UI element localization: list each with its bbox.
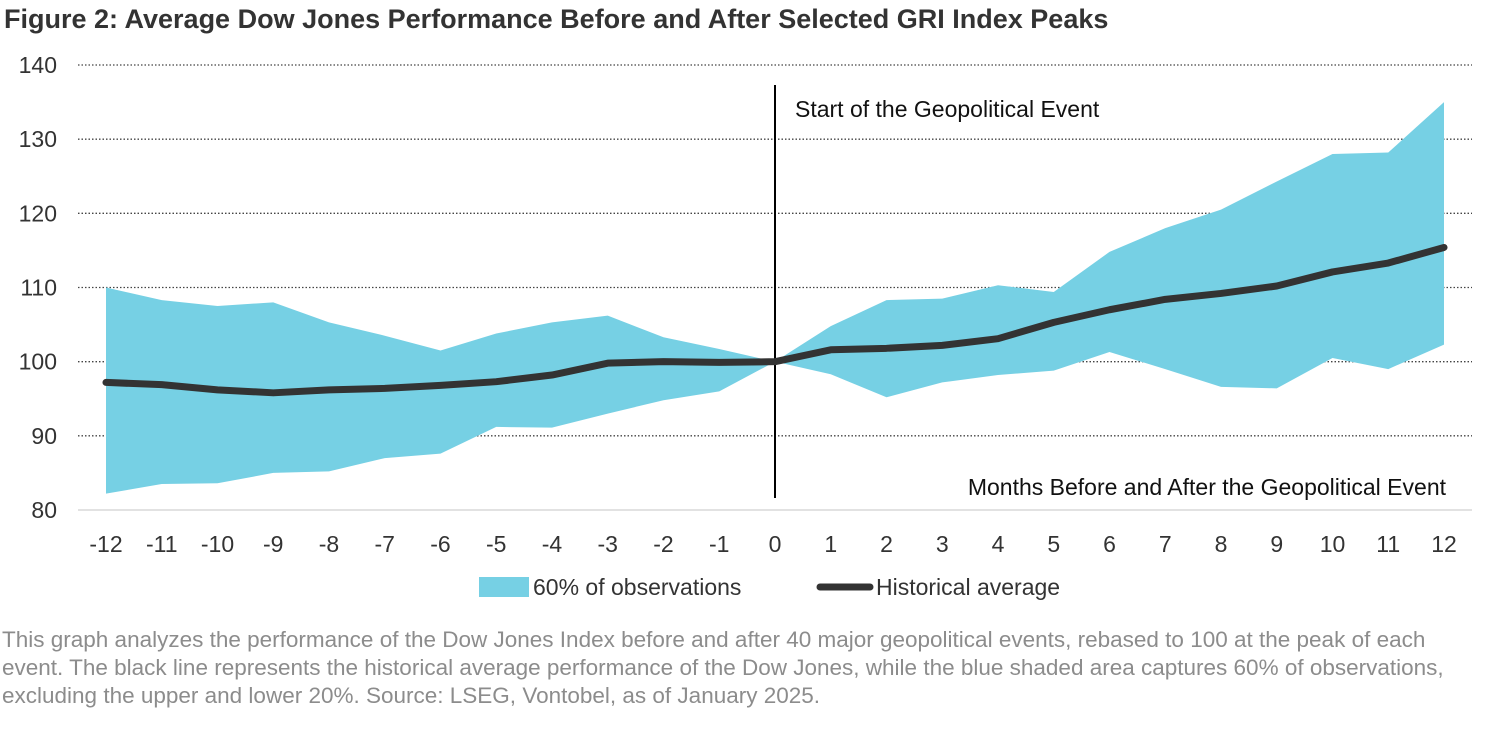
legend-label-band: 60% of observations: [533, 574, 741, 600]
y-tick-label: 140: [19, 52, 57, 78]
x-tick-label: -9: [263, 531, 283, 557]
x-tick-label: -6: [430, 531, 450, 557]
y-tick-label: 120: [19, 200, 57, 226]
x-tick-label: -5: [486, 531, 506, 557]
x-tick-label: 8: [1215, 531, 1228, 557]
legend-swatch-band: [479, 577, 529, 597]
x-tick-label: -4: [542, 531, 563, 557]
x-tick-label: 12: [1431, 531, 1457, 557]
x-tick-label: 5: [1047, 531, 1060, 557]
x-tick-label: 3: [936, 531, 949, 557]
x-tick-label: 6: [1103, 531, 1116, 557]
y-tick-label: 80: [31, 497, 57, 523]
x-tick-label: -1: [709, 531, 729, 557]
x-tick-label: -2: [653, 531, 673, 557]
x-tick-label: 0: [769, 531, 782, 557]
band-60pct-observations: [106, 102, 1444, 494]
x-tick-label: -3: [598, 531, 618, 557]
chart-caption: This graph analyzes the performance of t…: [2, 627, 1444, 708]
event-annotation: Start of the Geopolitical Event: [795, 96, 1100, 122]
x-tick-label: 11: [1376, 531, 1400, 557]
x-tick-label: 7: [1159, 531, 1172, 557]
x-tick-label: -8: [319, 531, 339, 557]
x-tick-label: 1: [824, 531, 837, 557]
y-tick-label: 130: [19, 126, 57, 152]
y-tick-label: 110: [20, 275, 57, 301]
y-tick-label: 90: [31, 423, 57, 449]
x-tick-label: 2: [880, 531, 893, 557]
x-tick-label: 9: [1270, 531, 1283, 557]
x-tick-label: -11: [146, 531, 178, 557]
legend-label-line: Historical average: [876, 574, 1060, 600]
y-tick-label: 100: [19, 349, 57, 375]
x-tick-label: -7: [375, 531, 395, 557]
x-axis-label: Months Before and After the Geopolitical…: [968, 474, 1447, 500]
x-tick-label: 4: [992, 531, 1005, 557]
chart-title: Figure 2: Average Dow Jones Performance …: [4, 4, 1109, 34]
x-tick-label: -10: [201, 531, 234, 557]
x-tick-label: 10: [1320, 531, 1346, 557]
x-tick-label: -12: [89, 531, 122, 557]
